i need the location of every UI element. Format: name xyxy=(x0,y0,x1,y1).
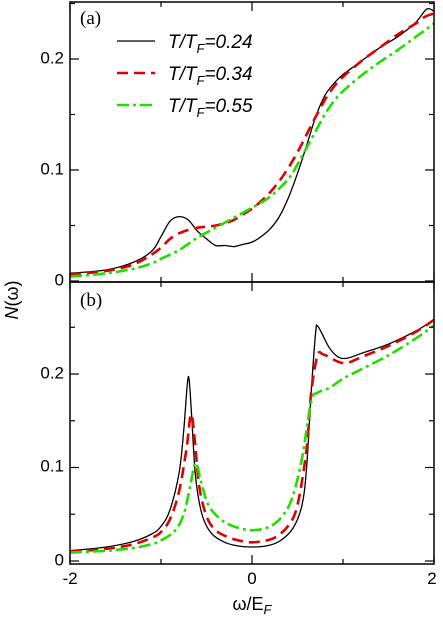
legend-label-1: T/TF=0.34 xyxy=(168,64,253,88)
ytick-label-a-2: 0.2 xyxy=(40,48,64,67)
panel-a-series-2-line xyxy=(70,22,434,278)
ytick-label-a-0: 0 xyxy=(55,270,64,289)
xtick-label-0: -2 xyxy=(62,569,77,588)
xtick-label-1: 0 xyxy=(247,569,256,588)
legend: T/TF=0.24 T/TF=0.34 T/TF=0.55 xyxy=(117,32,253,120)
panel-b-series-0-line xyxy=(70,319,434,552)
panel-a-label: (a) xyxy=(80,8,101,29)
panel-b-series-2-line xyxy=(70,324,434,554)
ytick-label-b-1: 0.1 xyxy=(40,456,64,475)
axis-ticks xyxy=(69,2,435,564)
panel-b-curves xyxy=(70,318,434,554)
xtick-label-2: 2 xyxy=(427,569,436,588)
x-axis-title: ω/EF xyxy=(232,594,272,617)
panel-a-series-1-line xyxy=(70,12,434,276)
ytick-label-b-2: 0.2 xyxy=(40,363,64,382)
legend-label-2: T/TF=0.55 xyxy=(168,96,253,120)
panel-a-curves xyxy=(70,7,434,278)
ytick-label-b-0: 0 xyxy=(55,550,64,569)
panel-b-frame xyxy=(69,281,435,565)
ytick-label-a-1: 0.1 xyxy=(40,159,64,178)
panel-b-label: (b) xyxy=(80,290,102,311)
panel-b-series-1-line xyxy=(70,318,434,553)
y-axis-title: N(ω) xyxy=(2,280,22,319)
legend-label-0: T/TF=0.24 xyxy=(168,32,253,56)
